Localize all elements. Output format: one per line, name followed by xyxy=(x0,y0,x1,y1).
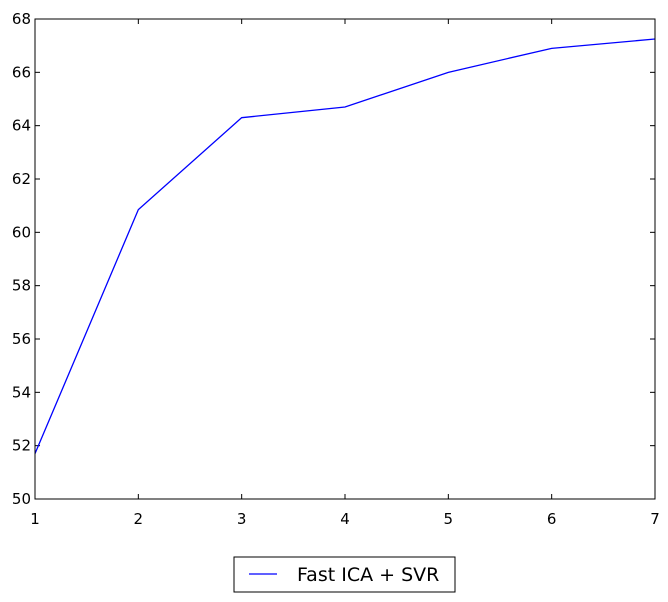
x-tick-label: 1 xyxy=(30,510,40,528)
series-line xyxy=(34,38,656,454)
y-tick-label: 60 xyxy=(12,223,31,241)
legend: Fast ICA + SVR xyxy=(233,556,456,593)
y-tick-label: 64 xyxy=(12,117,31,135)
x-tick-label: 7 xyxy=(650,510,660,528)
x-tick-label: 5 xyxy=(444,510,454,528)
series-layer xyxy=(34,38,656,454)
x-tick-label: 3 xyxy=(237,510,247,528)
y-tick-label: 56 xyxy=(12,330,31,348)
legend-label: Fast ICA + SVR xyxy=(297,564,439,586)
x-tick-label: 6 xyxy=(547,510,557,528)
y-tick-label: 54 xyxy=(12,383,31,401)
y-tick-label: 66 xyxy=(12,63,31,81)
y-tick-label: 50 xyxy=(12,490,31,508)
x-tick-label: 2 xyxy=(134,510,144,528)
y-tick-label: 62 xyxy=(12,170,31,188)
y-tick-label: 68 xyxy=(12,10,31,28)
y-tick-label: 58 xyxy=(12,277,31,295)
x-tick-label: 4 xyxy=(340,510,350,528)
y-tick-label: 52 xyxy=(12,437,31,455)
plot-frame xyxy=(34,18,656,500)
